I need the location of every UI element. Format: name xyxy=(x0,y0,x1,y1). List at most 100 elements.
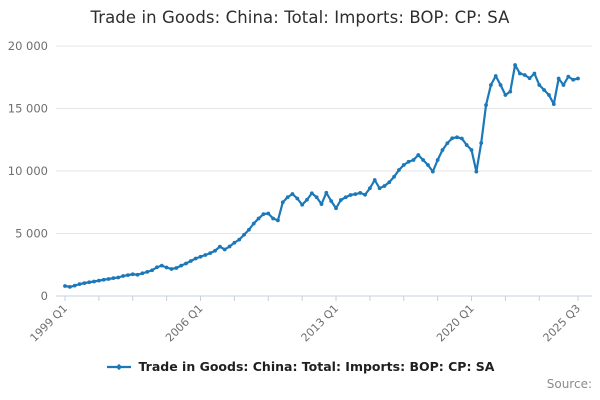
data-point-marker xyxy=(174,266,179,270)
data-point-marker xyxy=(242,232,246,237)
data-point-marker xyxy=(150,268,155,273)
data-point-marker xyxy=(421,158,426,162)
data-point-marker xyxy=(571,77,576,82)
data-point-marker xyxy=(121,274,125,278)
data-point-marker xyxy=(479,141,484,145)
data-point-marker xyxy=(184,261,188,266)
data-point-marker xyxy=(368,186,372,191)
data-point-marker xyxy=(164,265,169,270)
source-note: Source: xyxy=(546,377,592,391)
data-point-marker xyxy=(280,200,285,205)
data-point-marker xyxy=(203,253,208,257)
data-point-marker xyxy=(348,193,353,197)
data-point-marker xyxy=(276,218,280,223)
data-point-marker xyxy=(266,211,271,216)
data-point-marker xyxy=(111,276,116,281)
data-point-marker xyxy=(556,76,561,81)
data-point-marker xyxy=(106,277,111,281)
y-axis-tick-label: 10 000 xyxy=(8,164,48,178)
data-point-marker xyxy=(82,281,87,286)
data-point-marker xyxy=(261,212,266,217)
data-point-marker xyxy=(329,199,334,203)
data-point-marker xyxy=(527,76,532,81)
data-point-marker xyxy=(464,143,469,147)
data-point-marker xyxy=(256,216,261,221)
data-point-marker xyxy=(532,71,537,76)
data-point-marker xyxy=(227,244,232,249)
data-point-marker xyxy=(155,265,159,270)
data-point-marker xyxy=(377,186,382,191)
data-point-marker xyxy=(232,240,237,245)
data-point-marker xyxy=(518,71,522,76)
data-point-marker xyxy=(300,202,305,207)
data-point-marker xyxy=(295,196,300,201)
data-point-marker xyxy=(474,169,479,174)
data-point-marker xyxy=(159,263,164,268)
data-point-marker xyxy=(406,159,411,164)
legend-series-marker-icon xyxy=(106,363,131,370)
data-point-marker xyxy=(387,180,392,185)
legend-series-label: Trade in Goods: China: Total: Imports: B… xyxy=(138,359,495,374)
data-line xyxy=(63,63,580,288)
data-point-marker xyxy=(576,76,580,81)
x-axis-tick-label: 2006 Q1 xyxy=(163,302,206,345)
data-point-marker xyxy=(87,280,92,285)
data-point-marker xyxy=(251,221,256,226)
legend-item[interactable]: Trade in Goods: China: Total: Imports: B… xyxy=(0,359,600,374)
x-axis-tick-label: 1999 Q1 xyxy=(28,302,71,345)
data-point-marker xyxy=(63,284,67,288)
data-point-marker xyxy=(440,148,445,152)
data-point-marker xyxy=(488,83,493,87)
data-point-marker xyxy=(198,254,203,259)
data-point-marker xyxy=(469,148,474,152)
data-point-marker xyxy=(537,83,542,87)
data-point-marker xyxy=(513,63,517,67)
data-point-marker xyxy=(77,282,82,287)
data-point-marker xyxy=(179,263,184,268)
data-point-marker xyxy=(96,278,101,283)
data-point-marker xyxy=(126,273,130,278)
y-axis-tick-label: 0 xyxy=(41,289,48,303)
data-point-marker xyxy=(116,275,121,280)
data-point-marker xyxy=(72,283,77,288)
data-point-marker xyxy=(392,174,396,179)
data-point-marker xyxy=(411,158,416,162)
data-point-marker xyxy=(435,158,440,162)
data-point-marker xyxy=(484,103,488,107)
data-point-marker xyxy=(382,184,387,188)
data-point-marker xyxy=(561,83,566,87)
data-point-marker xyxy=(188,259,193,263)
data-point-marker xyxy=(455,135,459,140)
data-point-marker xyxy=(372,178,377,182)
data-point-marker xyxy=(285,195,290,200)
data-point-marker xyxy=(358,190,363,195)
data-point-marker xyxy=(193,256,198,261)
data-point-marker xyxy=(309,191,314,196)
data-point-marker xyxy=(498,83,503,87)
y-axis-tick-label: 20 000 xyxy=(8,39,48,53)
data-point-marker xyxy=(416,153,421,157)
data-point-marker xyxy=(101,277,106,282)
data-point-marker xyxy=(92,279,96,284)
data-point-marker xyxy=(247,227,251,232)
data-point-marker xyxy=(314,195,319,200)
data-point-marker xyxy=(290,192,295,196)
line-chart-plot: 0 5 000 10 000 15 000 20 000 1999 Q1 2006 Q1 20… xyxy=(8,39,592,345)
data-point-marker xyxy=(334,206,338,211)
x-axis-tick-label: 2020 Q1 xyxy=(434,302,477,345)
data-point-marker xyxy=(271,216,275,221)
data-point-marker xyxy=(217,244,222,249)
data-point-marker xyxy=(222,247,227,252)
data-point-marker xyxy=(542,88,547,92)
x-axis-tick-label: 2013 Q1 xyxy=(299,302,342,345)
data-point-marker xyxy=(430,169,435,174)
data-point-marker xyxy=(237,237,242,242)
data-point-marker xyxy=(213,248,217,253)
data-point-marker xyxy=(450,136,455,141)
data-point-marker xyxy=(130,272,135,277)
data-point-marker xyxy=(169,267,174,271)
data-point-marker xyxy=(493,74,498,78)
data-point-marker xyxy=(343,195,348,200)
data-point-marker xyxy=(503,93,508,97)
